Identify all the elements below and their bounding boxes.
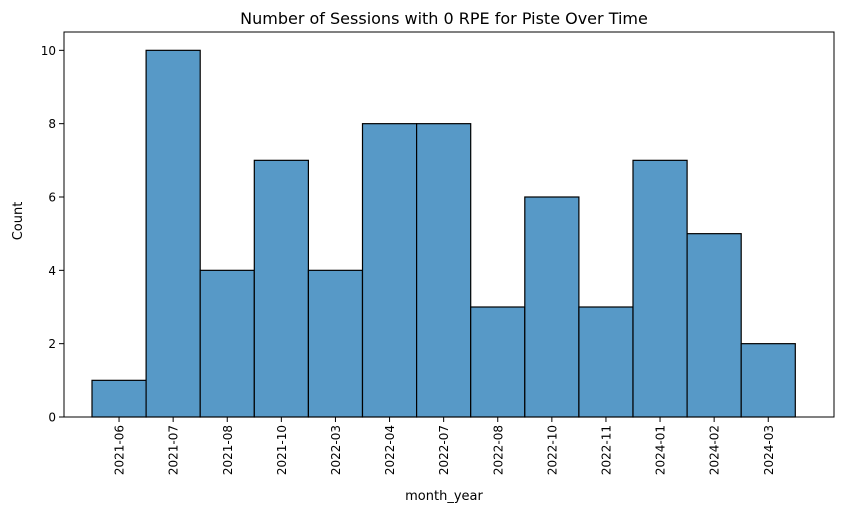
x-tick-label: 2022-08 <box>491 425 505 475</box>
y-tick-label: 8 <box>48 117 56 131</box>
x-tick-label: 2022-03 <box>329 425 343 475</box>
y-axis-label: Count <box>11 202 26 241</box>
y-tick-label: 2 <box>48 337 56 351</box>
y-tick-label: 4 <box>48 264 56 278</box>
x-tick-label: 2022-07 <box>437 425 451 475</box>
x-tick-label: 2021-08 <box>221 425 235 475</box>
bar-2022-04 <box>361 123 418 418</box>
x-tick-label: 2021-10 <box>275 425 289 475</box>
bar-2021-07 <box>145 49 201 418</box>
x-tick-label: 2024-01 <box>654 425 668 475</box>
bar-2022-08 <box>470 306 526 418</box>
bar-2024-02 <box>686 233 742 418</box>
x-axis-label: month_year <box>405 489 483 504</box>
x-tick-label: 2024-02 <box>708 425 722 475</box>
bar-2022-07 <box>416 123 472 418</box>
axes-layer: 0 2 4 6 8 10 2021-06 2021-07 2021-08 2021-10 2022-… <box>41 31 835 475</box>
bar-2021-08 <box>199 269 255 418</box>
x-tick-label: 2022-04 <box>383 425 397 475</box>
x-tick-label: 2022-11 <box>599 425 613 475</box>
bar-2021-06 <box>91 379 147 418</box>
bar-2024-03 <box>740 343 796 418</box>
x-tick-label: 2024-03 <box>762 425 776 475</box>
bar-2024-01 <box>632 159 688 418</box>
y-tick-label: 6 <box>48 191 56 205</box>
plot-frame <box>63 31 835 418</box>
bar-2022-10 <box>524 196 580 418</box>
chart-title: Number of Sessions with 0 RPE for Piste … <box>240 9 648 28</box>
bar-2021-10 <box>253 159 310 418</box>
x-tick-label: 2021-07 <box>167 425 181 475</box>
bar-2022-03 <box>307 269 364 418</box>
x-tick-label: 2022-10 <box>545 425 559 475</box>
bars-layer <box>91 49 796 418</box>
y-tick-label: 10 <box>41 44 56 58</box>
x-tick-label: 2021-06 <box>113 425 127 475</box>
y-tick-label: 0 <box>48 411 56 425</box>
bar-2022-11 <box>578 306 634 418</box>
